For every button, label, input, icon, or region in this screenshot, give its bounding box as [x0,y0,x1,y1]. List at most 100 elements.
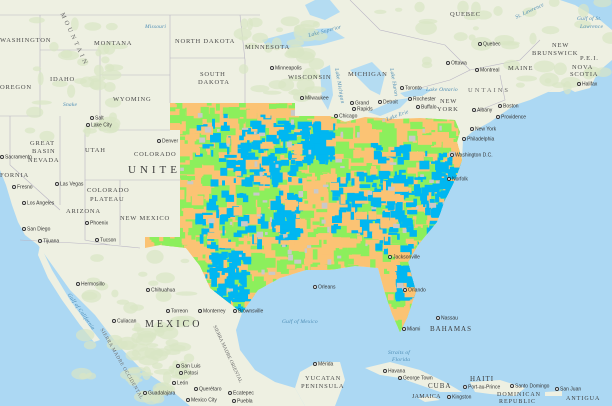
forest-patch [90,254,104,262]
green-patch [416,213,428,221]
city-leon: León [172,381,188,386]
city-denver: Denver [157,139,178,144]
blue-patch [314,143,319,152]
orange-patch [380,217,390,229]
forest-patch [418,18,438,24]
blue-patch [390,199,395,210]
blue-patch [375,243,383,251]
forest-patch [541,26,560,35]
gray-patch [327,259,332,265]
orange-patch [302,219,307,231]
blue-patch [331,225,337,234]
city-monterrey: Monterrey [198,309,226,314]
blue-patch [365,220,373,226]
orange-patch [166,104,177,108]
blue-patch [252,120,262,130]
blue-patch [325,152,328,161]
blue-patch [207,205,219,211]
orange-patch [370,168,378,175]
label-north-dakota: NORTH DAKOTA [175,38,236,45]
blue-patch [283,226,293,230]
orange-patch [189,242,200,246]
green-patch [312,221,320,225]
blue-patch [209,271,215,279]
blue-patch [420,179,423,183]
green-patch [238,103,246,108]
orange-patch [321,175,327,187]
forest-patch [533,60,555,73]
blue-patch [270,152,275,157]
blue-patch [373,203,376,210]
label-yucatan-2: PENINSULA [301,383,345,390]
gray-patch [282,244,286,248]
green-patch [215,103,220,111]
forest-patch [553,62,567,76]
green-patch [187,224,204,236]
forest-patch [262,90,282,95]
forest-patch [81,291,98,301]
blue-patch [332,196,339,201]
forest-patch [394,7,403,12]
blue-patch [328,156,336,160]
gray-patch [322,184,329,188]
gray-patch [275,164,279,168]
blue-patch [267,156,277,162]
forest-patch [146,343,159,348]
city-grand-rapids-2: Rapids [352,107,373,112]
blue-patch [237,148,245,154]
green-patch [247,116,253,127]
forest-patch [515,82,525,88]
label-colorado-plateau: COLORADO [87,187,130,194]
blue-patch [222,180,225,186]
gray-patch [254,161,258,167]
orange-patch [223,259,228,268]
orange-patch [417,135,433,145]
blue-patch [302,151,306,155]
gray-patch [199,137,206,143]
green-patch [181,154,190,161]
blue-patch [375,147,383,151]
city-minneapolis: Minneapolis [270,66,302,71]
forest-patch [414,1,425,13]
blue-patch [225,297,229,306]
blue-patch [226,159,236,169]
blue-patch [301,132,309,139]
orange-patch [372,229,383,240]
blue-patch [202,144,210,149]
gray-patch [436,181,440,184]
forest-patch [101,69,122,81]
gray-patch [259,171,263,177]
city-brownsville: Brownsville [233,309,263,314]
blue-patch [321,141,330,151]
green-patch [240,207,257,215]
green-patch [220,128,236,136]
gray-patch [367,190,373,195]
green-patch [389,128,397,141]
label-missouri: Missouri [145,24,167,30]
orange-patch [248,294,257,300]
orange-patch [291,154,301,159]
green-patch [197,194,205,198]
forest-patch [238,64,249,74]
city-torreon: Torreon [166,309,188,314]
forest-patch [233,28,252,40]
blue-patch [419,160,430,170]
blue-patch [398,170,402,176]
label-arizona: ARIZONA [66,208,101,215]
green-patch [379,132,390,144]
blue-patch [346,172,351,181]
forest-patch [271,37,282,51]
green-patch [314,170,323,181]
blue-patch [211,252,219,262]
forest-patch [252,32,269,43]
green-patch [334,259,339,272]
city-quebec: Quebec [478,42,501,47]
blue-patch [411,191,415,195]
orange-patch [207,236,221,240]
blue-patch [260,169,266,172]
forest-patch [175,291,198,296]
blue-patch [403,152,413,160]
orange-patch [177,149,192,157]
blue-patch [431,208,441,218]
